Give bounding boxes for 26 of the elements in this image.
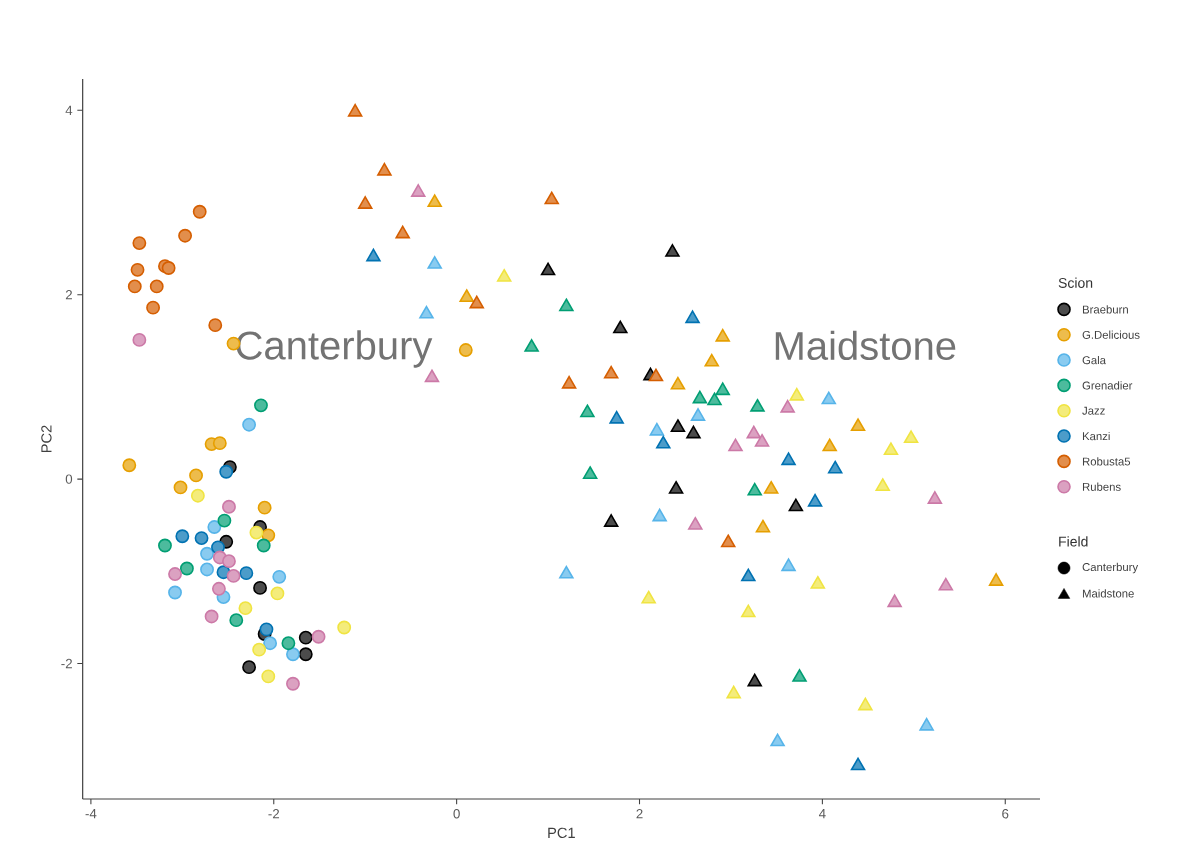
x-axis-title: PC1 (548, 827, 575, 839)
annotation: Canterbury (236, 330, 433, 368)
legend-label: Braeburn (1082, 305, 1128, 314)
y-tick-label: 4 (65, 105, 73, 115)
text: Canterbury (1082, 562, 1139, 574)
x-tick-label: 6 (1002, 809, 1009, 819)
y-tick-label: 0 (65, 474, 73, 484)
legend-label: Rubens (1082, 482, 1121, 491)
y-tick-label: -2 (61, 658, 72, 669)
x-tick-label: -4 (85, 809, 97, 819)
x-tick-label: 2 (636, 809, 643, 819)
legend-title: Scion (1058, 277, 1093, 288)
legend-label: Grenadier (1082, 381, 1133, 390)
legend-label: Gala (1082, 355, 1106, 365)
y-axis-title: PC2 (41, 425, 52, 453)
annotation: Maidstone (775, 330, 956, 361)
legend-label: G.Delicious (1082, 330, 1140, 339)
x-tick-label: -2 (268, 809, 280, 819)
text: Maidstone (1082, 589, 1134, 598)
x-tick-label: 0 (453, 809, 460, 819)
x-tick-label: 4 (818, 809, 826, 819)
legend-label: Robusta5 (1082, 457, 1131, 466)
text: Field (1059, 536, 1088, 547)
legend-label: Kanzi (1082, 431, 1110, 441)
legend-label: Jazz (1082, 406, 1105, 415)
y-tick-label: 2 (65, 290, 72, 300)
